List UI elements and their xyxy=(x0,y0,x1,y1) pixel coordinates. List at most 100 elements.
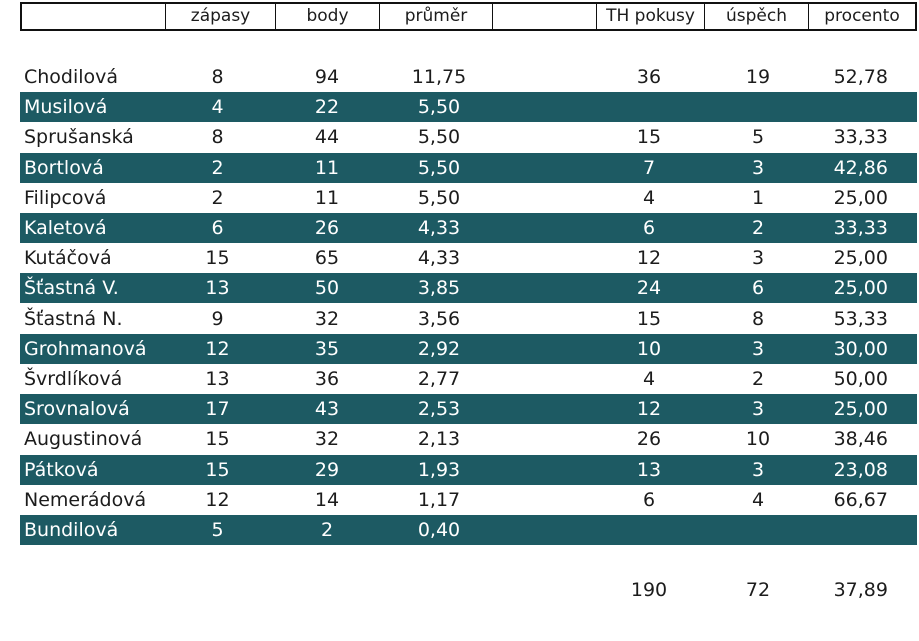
prumer-cell: 0,40 xyxy=(417,519,461,541)
body-cell: 32 xyxy=(314,308,340,330)
zapasy-cell: 2 xyxy=(211,187,224,209)
th-pokusy-cell: 7 xyxy=(642,157,656,179)
zapasy-cell: 8 xyxy=(211,66,224,88)
procento-cell xyxy=(816,515,888,545)
player-name: Augustinová xyxy=(24,428,143,450)
procento-cell: 25,00 xyxy=(833,277,888,299)
body-cell: 14 xyxy=(314,489,340,511)
player-name: Kaletová xyxy=(24,217,107,239)
procento-cell: 38,46 xyxy=(833,428,888,450)
table-row: Augustinová 15 32 2,13 26 10 38,46 xyxy=(20,424,917,454)
uspech-cell: 2 xyxy=(751,217,765,239)
th-pokusy-cell: 15 xyxy=(636,308,662,330)
table-row: Šťastná V. 13 50 3,85 24 6 25,00 xyxy=(20,273,917,303)
player-name: Nemerádová xyxy=(24,489,147,511)
zapasy-cell: 17 xyxy=(205,398,230,420)
uspech-cell: 1 xyxy=(751,187,765,209)
uspech-cell: 19 xyxy=(745,66,771,88)
zapasy-cell: 12 xyxy=(205,338,230,360)
th-pokusy-cell: 26 xyxy=(636,428,662,450)
player-name: Pátková xyxy=(24,459,99,481)
table-row: Nemerádová 12 14 1,17 6 4 66,67 xyxy=(20,485,917,515)
body-cell: 2 xyxy=(320,519,334,541)
uspech-cell: 3 xyxy=(751,247,765,269)
procento-cell: 42,86 xyxy=(833,157,888,179)
prumer-cell: 2,13 xyxy=(417,428,461,450)
table-row: Srovnalová 17 43 2,53 12 3 25,00 xyxy=(20,394,917,424)
body-cell: 43 xyxy=(314,398,340,420)
prumer-cell: 4,33 xyxy=(417,217,461,239)
prumer-cell: 3,85 xyxy=(417,277,461,299)
table-row: Musilová 4 22 5,50 xyxy=(20,92,917,122)
body-cell: 50 xyxy=(314,277,340,299)
th-pokusy-cell: 15 xyxy=(636,126,662,148)
player-name: Bortlová xyxy=(24,157,104,179)
body-cell: 11 xyxy=(314,187,340,209)
total-procento: 37,89 xyxy=(833,579,888,601)
th-pokusy-cell: 4 xyxy=(642,187,656,209)
zapasy-cell: 13 xyxy=(205,368,230,390)
body-cell: 44 xyxy=(314,126,340,148)
player-name: Bundilová xyxy=(24,519,119,541)
body-cell: 35 xyxy=(314,338,340,360)
body-cell: 29 xyxy=(314,459,340,481)
zapasy-cell: 4 xyxy=(211,96,224,118)
prumer-cell: 2,92 xyxy=(417,338,461,360)
th-pokusy-cell: 10 xyxy=(636,338,662,360)
procento-cell: 53,33 xyxy=(833,308,888,330)
player-name: Musilová xyxy=(24,96,108,118)
table-row: Sprušanská 8 44 5,50 15 5 33,33 xyxy=(20,122,917,152)
zapasy-cell: 2 xyxy=(211,157,224,179)
procento-cell: 52,78 xyxy=(833,66,888,88)
procento-cell: 23,08 xyxy=(833,459,888,481)
th-pokusy-cell xyxy=(596,92,702,122)
header-th-pokusy: TH pokusy xyxy=(596,4,704,29)
table-row: Pátková 15 29 1,93 13 3 23,08 xyxy=(20,455,917,485)
uspech-cell: 4 xyxy=(751,489,765,511)
player-name: Filipcová xyxy=(24,187,107,209)
table-row: Šťastná N. 9 32 3,56 15 8 53,33 xyxy=(20,304,917,334)
prumer-cell: 5,50 xyxy=(417,157,461,179)
uspech-cell xyxy=(706,515,810,545)
uspech-cell: 3 xyxy=(751,338,765,360)
table-row: Kaletová 6 26 4,33 6 2 33,33 xyxy=(20,213,917,243)
player-name: Šťastná V. xyxy=(24,277,119,299)
procento-cell: 50,00 xyxy=(833,368,888,390)
totals-row: 190 72 37,89 xyxy=(20,575,917,605)
table-row: Bundilová 5 2 0,40 xyxy=(20,515,917,545)
table-row: Grohmanová 12 35 2,92 10 3 30,00 xyxy=(20,334,917,364)
procento-cell: 66,67 xyxy=(833,489,888,511)
uspech-cell: 8 xyxy=(751,308,765,330)
uspech-cell xyxy=(706,92,810,122)
header-blank xyxy=(492,4,596,29)
prumer-cell: 3,56 xyxy=(417,308,461,330)
th-pokusy-cell: 12 xyxy=(636,398,662,420)
zapasy-cell: 13 xyxy=(205,277,230,299)
zapasy-cell: 15 xyxy=(205,459,230,481)
th-pokusy-cell: 4 xyxy=(642,368,656,390)
header-zapasy: zápasy xyxy=(165,4,275,29)
total-th-pokusy: 190 xyxy=(630,579,668,601)
table-row: Filipcová 2 11 5,50 4 1 25,00 xyxy=(20,183,917,213)
prumer-cell: 5,50 xyxy=(417,96,461,118)
header-prumer: průměr xyxy=(379,4,492,29)
procento-cell: 33,33 xyxy=(833,126,888,148)
th-pokusy-cell: 6 xyxy=(642,489,656,511)
prumer-cell: 4,33 xyxy=(417,247,461,269)
uspech-cell: 5 xyxy=(751,126,765,148)
zapasy-cell: 8 xyxy=(211,126,224,148)
table-row: Švrdlíková 13 36 2,77 4 2 50,00 xyxy=(20,364,917,394)
procento-cell: 33,33 xyxy=(833,217,888,239)
uspech-cell: 3 xyxy=(751,157,765,179)
prumer-cell: 5,50 xyxy=(417,187,461,209)
body-cell: 94 xyxy=(314,66,340,88)
table-row: Kutáčová 15 65 4,33 12 3 25,00 xyxy=(20,243,917,273)
uspech-cell: 10 xyxy=(745,428,771,450)
zapasy-cell: 15 xyxy=(205,428,230,450)
zapasy-cell: 15 xyxy=(205,247,230,269)
th-pokusy-cell: 12 xyxy=(636,247,662,269)
zapasy-cell: 12 xyxy=(205,489,230,511)
header-name xyxy=(22,4,165,29)
player-name: Chodilová xyxy=(24,66,119,88)
player-name: Srovnalová xyxy=(24,398,130,420)
